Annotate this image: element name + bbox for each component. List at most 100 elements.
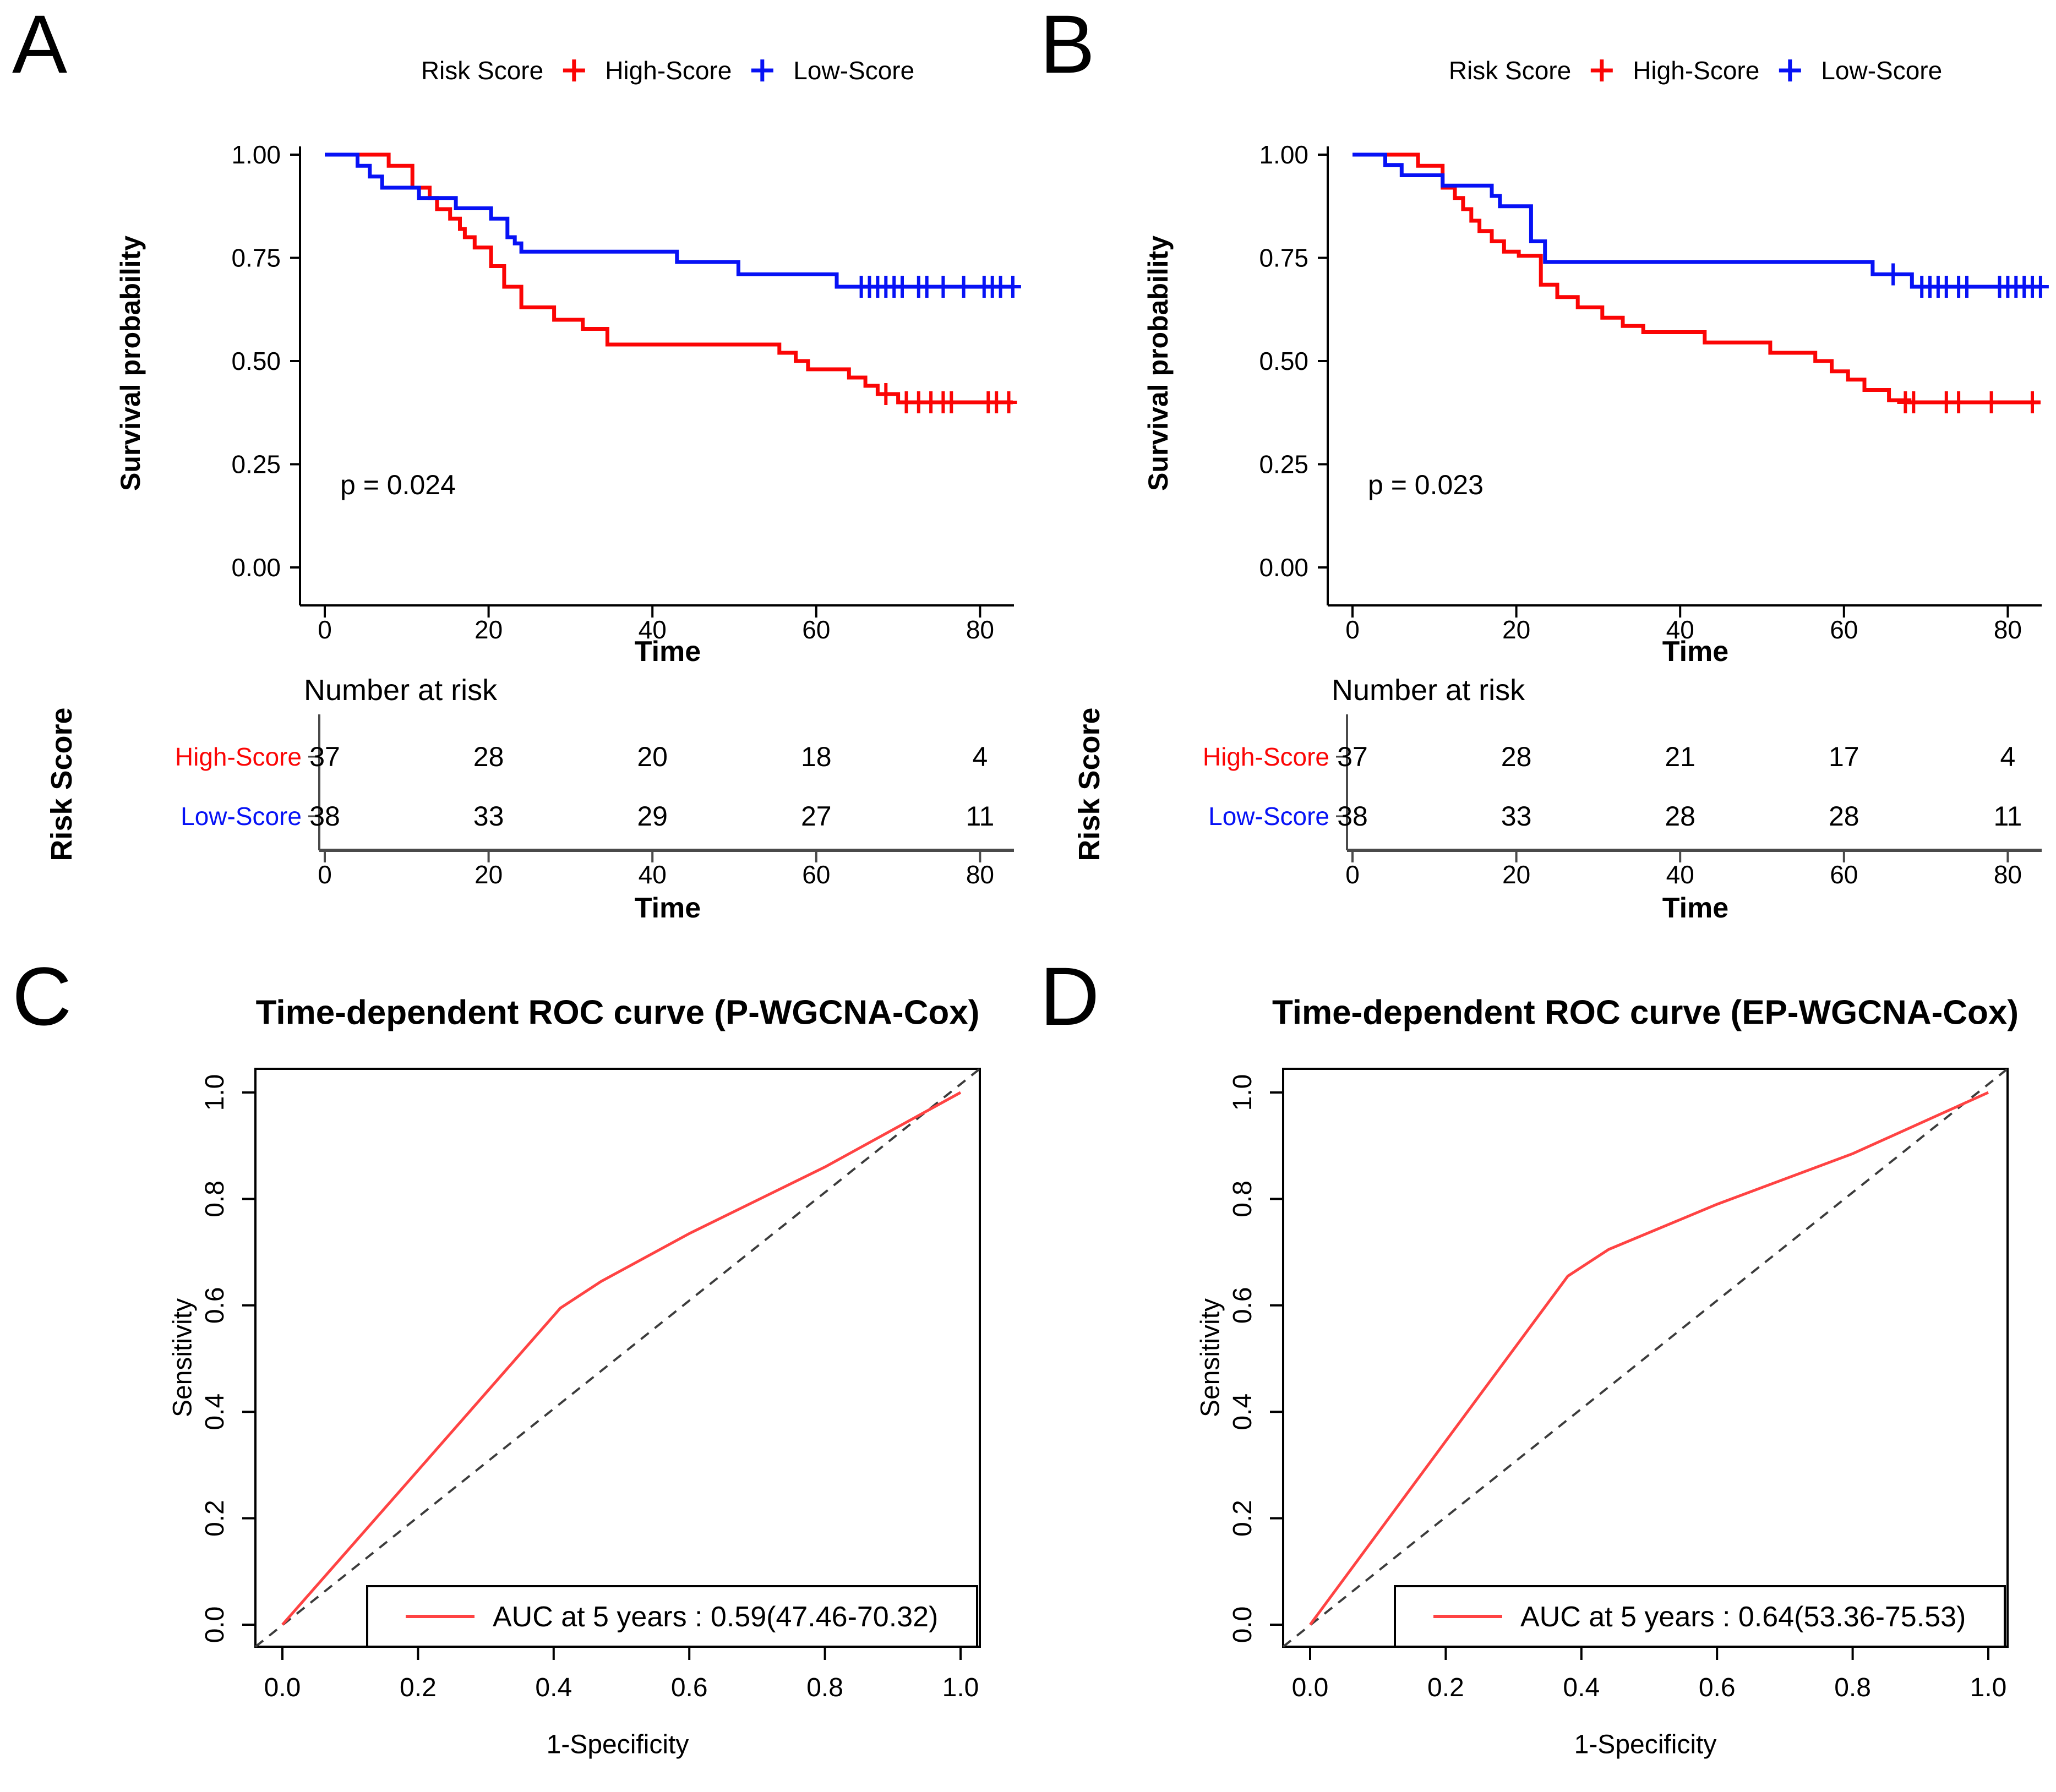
x-axis-label-a: Time <box>634 636 701 668</box>
censor-mark <box>1983 391 2000 413</box>
x-tick-label: 20 <box>1502 615 1530 644</box>
x-tick-label: 60 <box>1830 615 1858 644</box>
x-tick-label: 0.0 <box>264 1673 301 1702</box>
auc-legend-label: AUC at 5 years : 0.59(47.46-70.32) <box>493 1601 938 1633</box>
risk-row-label-high-a: High-Score <box>174 742 302 771</box>
risk-count: 11 <box>1993 801 2022 832</box>
x-tick-label: 0.6 <box>1699 1673 1736 1702</box>
x-tick-label: 0.2 <box>1427 1673 1464 1702</box>
risk-table-title-b: Number at risk <box>1332 674 1525 707</box>
x-tick-label: 40 <box>1666 615 1694 644</box>
risk-x-tick-label: 80 <box>1994 860 2022 889</box>
risk-x-tick-label: 80 <box>966 860 994 889</box>
y-tick-label: 0.2 <box>200 1500 230 1537</box>
censor-mark <box>1950 391 1967 413</box>
censor-mark <box>894 276 910 298</box>
risk-x-tick-label: 60 <box>1830 860 1858 889</box>
risk-table-x-label-a: Time <box>634 892 701 924</box>
roc-x-axis-label-d: 1-Specificity <box>1574 1730 1717 1760</box>
roc-title-d: Time-dependent ROC curve (EP-WGCNA-Cox) <box>1272 993 2019 1032</box>
panel-c: 0.0 0.0 0.2 0.2 0.4 0.4 0.6 0.6 0.8 0.8 1.0 1.0 AUC … <box>0 952 1028 1792</box>
risk-count: 4 <box>2000 741 2015 772</box>
risk-count: 33 <box>1501 801 1532 832</box>
risk-row-label-low-a: Low-Score <box>181 802 302 831</box>
y-axis-label-b: Survival probability <box>1143 235 1174 491</box>
roc-curve <box>1308 1091 1989 1626</box>
x-axis-label-b: Time <box>1662 636 1729 668</box>
risk-count: 21 <box>1665 741 1695 772</box>
roc-chart-d: 0.0 0.0 0.2 0.2 0.4 0.4 0.6 0.6 0.8 0.8 1.0 1.0 AUC … <box>1228 1068 2009 1702</box>
censor-mark <box>1885 263 1902 286</box>
risk-table-x-label-b: Time <box>1662 892 1729 924</box>
panel-a-letter: A <box>12 0 68 90</box>
y-tick-label: 1.0 <box>1228 1074 1257 1111</box>
risk-table-ylabel-b: Risk Score <box>1073 707 1106 861</box>
x-tick-label: 80 <box>1994 615 2022 644</box>
censor-mark <box>1905 391 1922 413</box>
km-chart-a: 1.00 0.75 0.50 0.25 0.00 0 20 40 60 80 37 28 20 18 4 38… <box>231 140 1021 889</box>
y-tick-label: 1.00 <box>1259 140 1308 169</box>
legend-low-score-label: Low-Score <box>1821 56 1943 85</box>
x-tick-label: 20 <box>475 615 503 644</box>
risk-count: 33 <box>473 801 504 832</box>
risk-count: 20 <box>637 741 668 772</box>
risk-count: 38 <box>309 801 340 832</box>
risk-count: 28 <box>1665 801 1695 832</box>
risk-count: 28 <box>1829 801 1859 832</box>
auc-legend-label: AUC at 5 years : 0.64(53.36-75.53) <box>1520 1601 1966 1633</box>
y-tick-label: 1.00 <box>231 140 281 169</box>
roc-title-c: Time-dependent ROC curve (P-WGCNA-Cox) <box>255 993 980 1032</box>
risk-count: 4 <box>972 741 988 772</box>
x-tick-label: 0.4 <box>1563 1673 1600 1702</box>
y-tick-label: 0.8 <box>1228 1181 1257 1217</box>
panel-d-letter: D <box>1040 950 1100 1042</box>
risk-x-tick-label: 40 <box>1666 860 1694 889</box>
risk-x-tick-label: 20 <box>1502 860 1530 889</box>
risk-count: 28 <box>1501 741 1532 772</box>
y-tick-label: 0.00 <box>231 553 281 582</box>
risk-table-ylabel-a: Risk Score <box>45 707 78 861</box>
panel-c-letter: C <box>12 950 72 1042</box>
x-tick-label: 0.8 <box>1834 1673 1871 1702</box>
y-tick-label: 0.2 <box>1228 1500 1257 1537</box>
risk-count: 37 <box>1337 741 1368 772</box>
km-curve <box>325 152 1013 289</box>
y-tick-label: 0.25 <box>231 450 281 479</box>
risk-x-tick-label: 20 <box>475 860 503 889</box>
km-legend-b: Risk Score High-Score Low-Score <box>1449 55 1942 86</box>
x-tick-label: 40 <box>639 615 667 644</box>
x-tick-label: 80 <box>966 615 994 644</box>
x-tick-label: 0.2 <box>400 1673 437 1702</box>
risk-count: 38 <box>1337 801 1368 832</box>
censor-mark <box>877 383 895 405</box>
y-tick-label: 0.25 <box>1259 450 1308 479</box>
censor-mark <box>955 276 972 298</box>
x-tick-label: 0.4 <box>535 1673 572 1702</box>
censor-mark <box>1004 276 1021 298</box>
risk-count: 17 <box>1829 741 1859 772</box>
risk-count: 27 <box>801 801 832 832</box>
km-curve <box>1353 152 2041 405</box>
legend-high-score-label: High-Score <box>1633 56 1760 85</box>
y-tick-label: 0.50 <box>1259 347 1308 375</box>
y-tick-label: 0.50 <box>231 347 281 375</box>
legend-title: Risk Score <box>1448 56 1572 85</box>
y-axis-label-a: Survival probability <box>115 235 146 491</box>
risk-count: 28 <box>473 741 504 772</box>
p-value-b: p = 0.023 <box>1368 469 1484 500</box>
p-value-a: p = 0.024 <box>340 469 456 500</box>
roc-y-axis-label-d: Sensitivity <box>1196 1298 1225 1418</box>
y-tick-label: 0.00 <box>1259 553 1308 582</box>
y-tick-label: 0.6 <box>1228 1287 1257 1324</box>
high-score-censor-icon <box>1586 55 1617 86</box>
high-score-censor-icon <box>559 55 590 86</box>
censor-mark <box>1000 391 1017 413</box>
low-score-censor-icon <box>1775 55 1806 86</box>
legend-title: Risk Score <box>421 56 544 85</box>
y-tick-label: 0.4 <box>200 1394 230 1430</box>
censor-mark <box>935 276 952 298</box>
panel-b: 1.00 0.75 0.50 0.25 0.00 0 20 40 60 80 37 28 21 17 4 38… <box>1028 0 2056 952</box>
censor-mark <box>2024 391 2041 413</box>
y-tick-label: 0.4 <box>1228 1394 1257 1430</box>
